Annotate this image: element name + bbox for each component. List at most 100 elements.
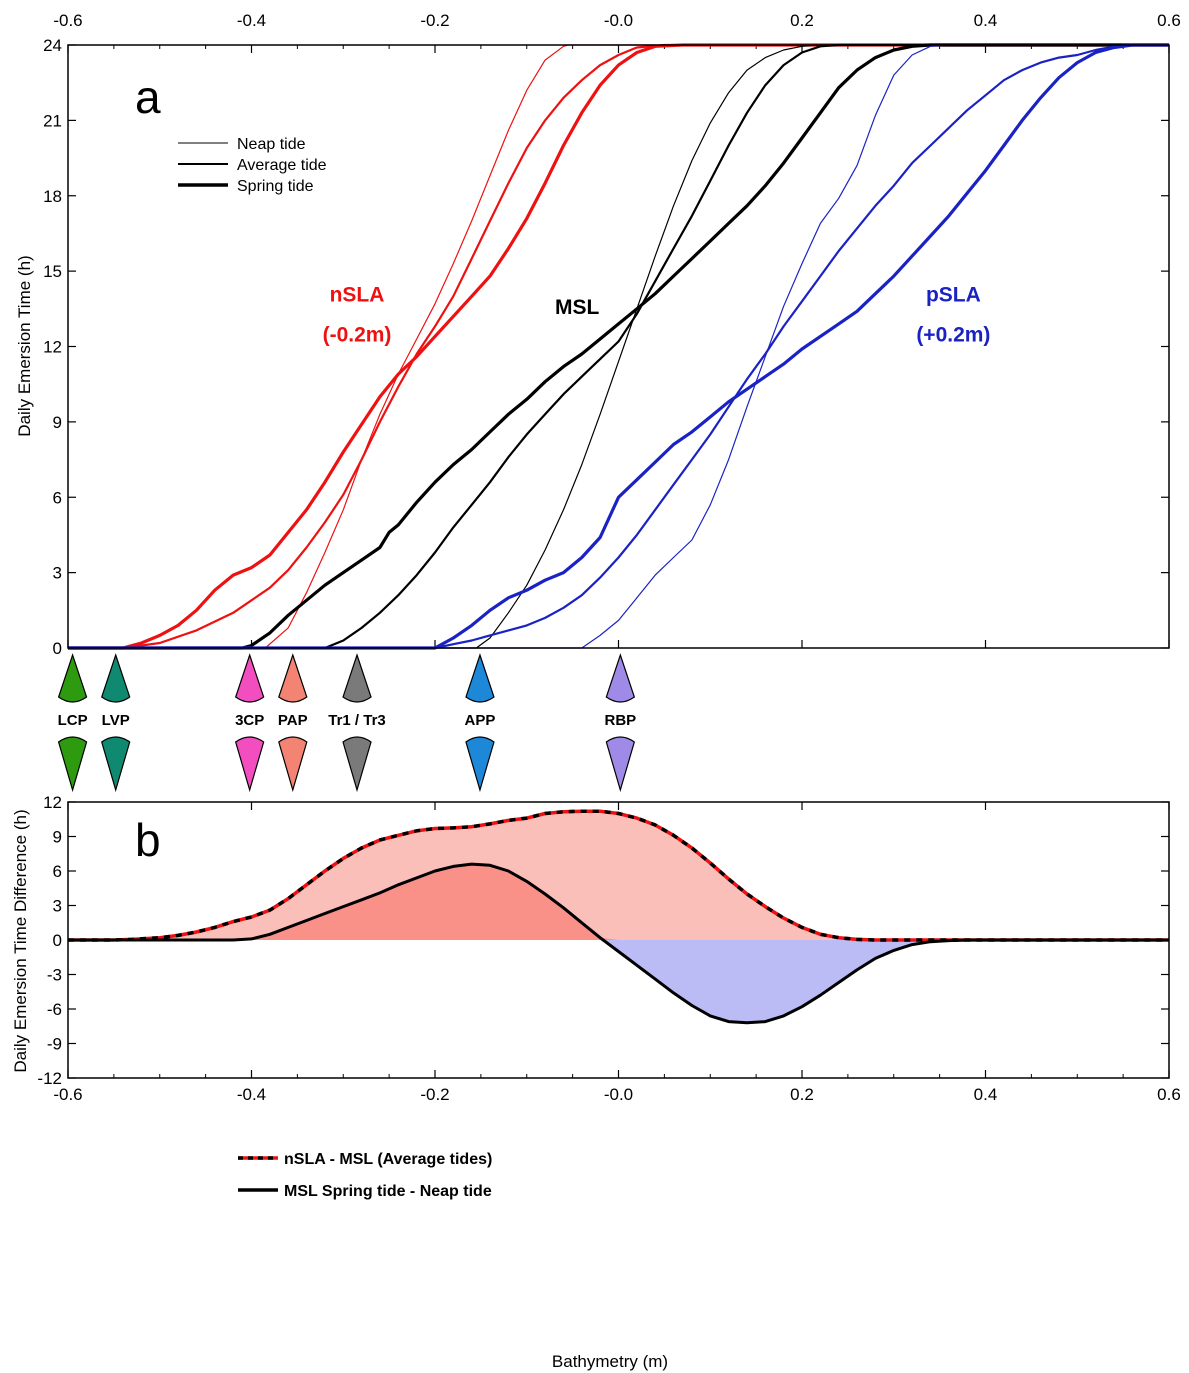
panel-a-ytick-label: 12 <box>43 338 62 357</box>
panel-b-ytick-label: 9 <box>53 828 62 847</box>
marker-label: PAP <box>278 712 308 729</box>
panel-b-legend: nSLA - MSL (Average tides) MSL Spring ti… <box>238 1151 492 1200</box>
panel-a-xtick-label: 0.2 <box>790 11 814 30</box>
panel-b-ytick-label: -9 <box>47 1035 62 1054</box>
marker-label: RBP <box>604 712 636 729</box>
panel-b-series <box>68 809 1169 1025</box>
marker-label: LCP <box>58 712 88 729</box>
marker-down-arrow <box>234 736 265 793</box>
series-psla-neap <box>68 44 1169 649</box>
panel-b-xtick-label: 0.4 <box>974 1085 998 1104</box>
marker-down-arrow <box>605 736 636 793</box>
panel-b-xtick-label: -0.0 <box>604 1085 633 1104</box>
marker-up-arrow <box>57 653 88 703</box>
panel-a-legend: Neap tide Average tide Spring tide <box>178 136 327 195</box>
panel-a-xtick-label: 0.4 <box>974 11 998 30</box>
panel-b-fills <box>68 811 1169 1023</box>
legend-average-label: Average tide <box>237 157 327 174</box>
series-psla-average <box>68 43 1169 650</box>
marker-3cp: 3CP <box>234 653 265 793</box>
panel-b-ytick-label: 3 <box>53 897 62 916</box>
marker-down-arrow <box>57 736 88 793</box>
panel-a-ytick-label: 6 <box>53 488 62 507</box>
panel-b-xtick-label: -0.6 <box>53 1085 82 1104</box>
panel-a-annotation: MSL <box>555 296 600 319</box>
panel-a-annotation: pSLA <box>926 283 981 306</box>
legend-neap-label: Neap tide <box>237 136 306 153</box>
marker-lcp: LCP <box>57 653 88 793</box>
panel-b-ytick-label: -12 <box>37 1069 62 1088</box>
panel-b-xtick-label: -0.2 <box>420 1085 449 1104</box>
panel-b-ytick-label: -6 <box>47 1000 62 1019</box>
panel-b-ytick-label: 12 <box>43 793 62 812</box>
panel-a-ytick-label: 24 <box>43 36 62 55</box>
series-nsla-spring <box>68 43 1169 650</box>
marker-lvp: LVP <box>101 653 131 793</box>
panel-b-ytick-label: 6 <box>53 862 62 881</box>
marker-pap: PAP <box>278 653 308 793</box>
panel-a-series <box>68 43 1169 650</box>
panel-b-ytick-label: -3 <box>47 966 62 985</box>
panel-b-xtick-label: 0.6 <box>1157 1085 1181 1104</box>
panel-a-annotation: (-0.2m) <box>323 323 392 346</box>
panel-a: -0.6 -0.4 -0.2 -0.0 0.2 0.4 0.603691215182124 … <box>15 11 1181 658</box>
series-msl-spring-neap <box>68 862 1169 1025</box>
legend-msl-spring-neap-label: MSL Spring tide - Neap tide <box>284 1183 492 1200</box>
panel-a-ytick-label: 15 <box>43 262 62 281</box>
marker-down-arrow <box>101 736 131 793</box>
marker-down-arrow <box>278 736 308 793</box>
series-msl-average <box>68 43 1169 650</box>
series-nsla-msl-dash <box>68 809 1169 942</box>
panel-b-xtick-label: -0.4 <box>237 1085 266 1104</box>
panel-a-ytick-label: 21 <box>43 111 62 130</box>
marker-up-arrow <box>234 653 265 703</box>
panel-b-axes: -0.6 -0.4 -0.2 -0.0 0.2 0.4 0.6 -12 -9 -6 -3 0 3 6 9 12 <box>37 793 1180 1104</box>
panel-a-axes: -0.6 -0.4 -0.2 -0.0 0.2 0.4 0.6 0 3 6 9 12 15 18 21 24 <box>43 11 1181 658</box>
panel-b-xlabel: Bathymetry (m) <box>552 1352 668 1371</box>
panel-a-xtick-label: -0.4 <box>237 11 266 30</box>
panel-a-xtick-label: -0.0 <box>604 11 633 30</box>
panel-a-xtick-label: -0.2 <box>420 11 449 30</box>
panel-b-xtick-label: 0.2 <box>790 1085 814 1104</box>
marker-up-arrow <box>342 653 372 703</box>
marker-down-arrow <box>342 736 372 793</box>
panel-a-label: a <box>135 71 161 123</box>
marker-down-arrow <box>465 736 495 793</box>
marker-app: APP <box>465 653 496 793</box>
panel-a-ytick-label: 18 <box>43 187 62 206</box>
panel-b-ytick-label: 0 <box>53 931 62 950</box>
series-msl-spring <box>68 43 1169 650</box>
marker-label: 3CP <box>235 712 264 729</box>
marker-up-arrow <box>278 653 308 703</box>
site-markers: LCP LVP 3CP PAP Tr1 / Tr3 APP RBP <box>57 653 636 793</box>
panel-a-annotation: nSLA <box>330 283 385 306</box>
panel-b: -0.6 -0.4 -0.2 -0.0 0.2 0.4 0.6 -12 -9 -6 -3 0 3 6 9 12… <box>11 793 1181 1371</box>
legend-spring-label: Spring tide <box>237 178 314 195</box>
legend-nsla-msl-label: nSLA - MSL (Average tides) <box>284 1151 492 1168</box>
panel-b-label: b <box>135 814 161 866</box>
marker-up-arrow <box>465 653 495 703</box>
marker-tr1-tr3: Tr1 / Tr3 <box>328 653 386 793</box>
series-nsla-average <box>68 43 1169 650</box>
series-nsla-neap <box>68 44 1169 649</box>
panel-a-annotation: (+0.2m) <box>916 323 990 346</box>
panel-a-ylabel: Daily Emersion Time (h) <box>15 255 34 436</box>
panel-a-frame <box>67 44 1170 649</box>
panel-a-ytick-label: 9 <box>53 413 62 432</box>
marker-label: LVP <box>102 712 130 729</box>
panel-a-annotations: nSLA (-0.2m) MSL pSLA (+0.2m) <box>323 283 991 346</box>
marker-label: Tr1 / Tr3 <box>328 712 386 729</box>
marker-up-arrow <box>605 653 636 703</box>
panel-a-xtick-label: -0.6 <box>53 11 82 30</box>
marker-rbp: RBP <box>604 653 636 793</box>
panel-b-frame <box>67 801 1170 1079</box>
panel-a-ytick-label: 0 <box>53 639 62 658</box>
panel-a-xtick-label: 0.6 <box>1157 11 1181 30</box>
panel-a-ytick-label: 3 <box>53 564 62 583</box>
panel-b-ylabel: Daily Emersion Time Difference (h) <box>11 809 30 1072</box>
series-psla-spring <box>68 43 1169 650</box>
fill-spring-neap-positive <box>68 864 1169 940</box>
marker-up-arrow <box>101 653 131 703</box>
marker-label: APP <box>465 712 496 729</box>
